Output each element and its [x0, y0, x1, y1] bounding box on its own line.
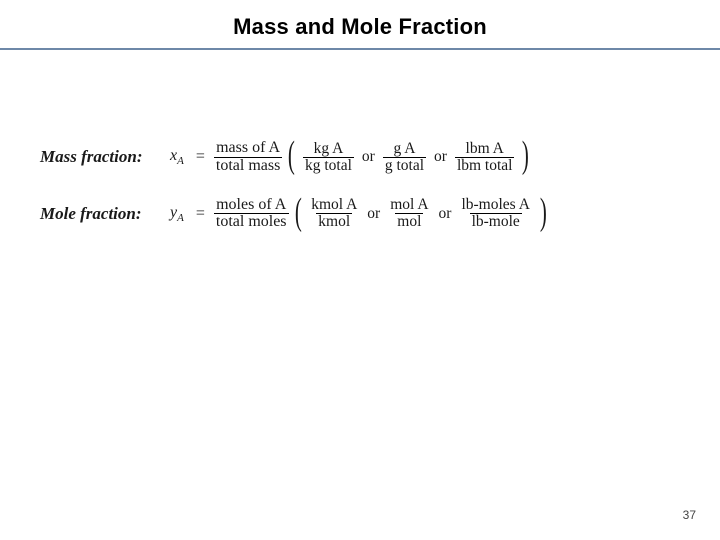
- row-label: Mole fraction:: [40, 204, 170, 224]
- or-text: or: [439, 205, 452, 223]
- or-text: or: [434, 148, 447, 166]
- or-text: or: [367, 205, 380, 223]
- row-label: Mass fraction:: [40, 147, 170, 167]
- left-paren-icon: (: [294, 197, 301, 227]
- row-equation: yA = moles of A total moles ( kmol Akmol…: [170, 197, 550, 232]
- variable-symbol: xA: [170, 147, 184, 167]
- equation-row: Mole fraction: yA = moles of A total mol…: [40, 197, 680, 232]
- main-fraction: moles of A total moles: [214, 197, 289, 232]
- title-underline: [0, 48, 720, 50]
- row-equation: xA = mass of A total mass ( kg Akg total…: [170, 140, 532, 175]
- main-fraction: mass of A total mass: [214, 140, 282, 175]
- equation-row: Mass fraction: xA = mass of A total mass…: [40, 140, 680, 175]
- right-paren-icon: ): [522, 140, 529, 170]
- page-number: 37: [683, 508, 696, 522]
- left-paren-icon: (: [288, 140, 295, 170]
- unit-alternatives: ( kmol Akmol or mol Amol or lb-moles Alb…: [292, 197, 550, 231]
- equations-block: Mass fraction: xA = mass of A total mass…: [40, 140, 680, 253]
- variable-symbol: yA: [170, 204, 184, 224]
- or-text: or: [362, 148, 375, 166]
- right-paren-icon: ): [540, 197, 547, 227]
- slide-title: Mass and Mole Fraction: [233, 14, 487, 40]
- equals-sign: =: [196, 148, 205, 166]
- unit-alternatives: ( kg Akg total or g Ag total or lbm Albm…: [285, 141, 532, 175]
- equals-sign: =: [196, 205, 205, 223]
